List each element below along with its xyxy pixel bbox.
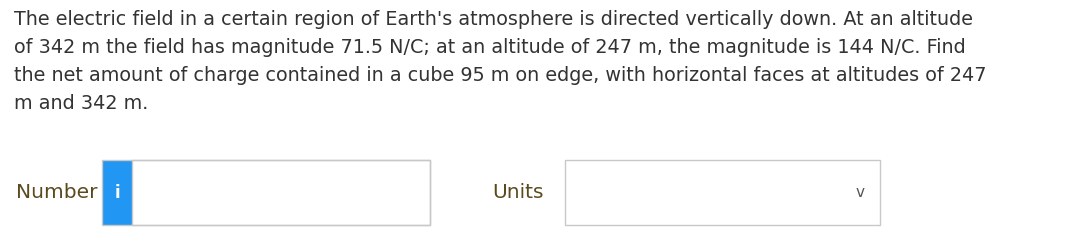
Text: Number: Number [16, 183, 97, 202]
FancyBboxPatch shape [102, 160, 132, 225]
Text: i: i [114, 183, 119, 202]
Text: The electric field in a certain region of Earth's atmosphere is directed vertica: The electric field in a certain region o… [14, 10, 986, 113]
Text: Units: Units [492, 183, 544, 202]
FancyBboxPatch shape [132, 160, 430, 225]
Text: v: v [856, 185, 865, 200]
FancyBboxPatch shape [565, 160, 881, 225]
